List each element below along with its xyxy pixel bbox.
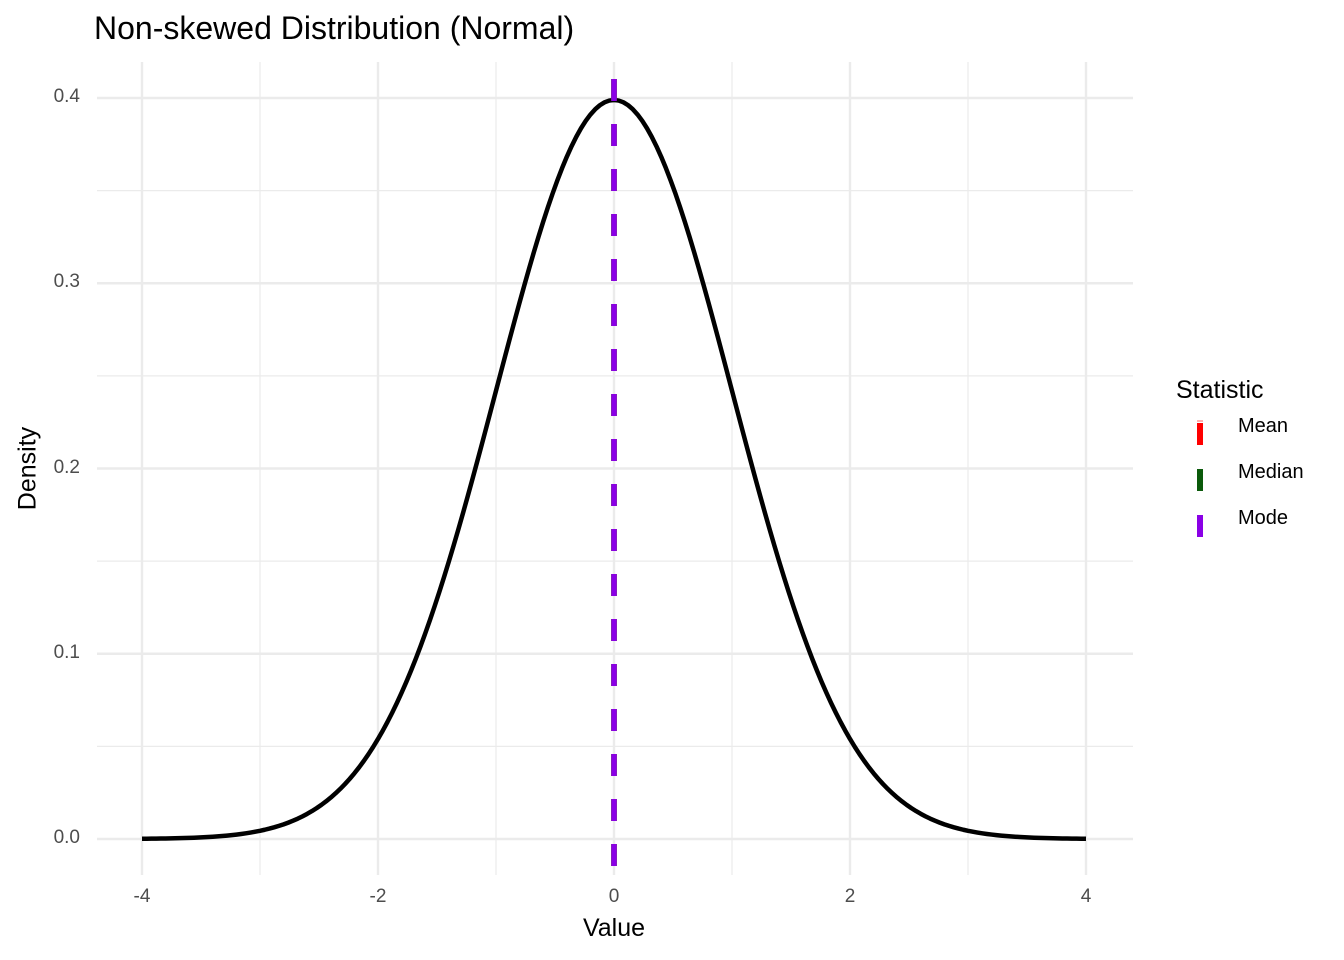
legend-ghost-key: [1197, 420, 1203, 422]
x-tick-label: -2: [369, 886, 387, 907]
legend-title: Statistic: [1176, 376, 1264, 404]
legend-key-mode: [1197, 515, 1203, 537]
x-tick-label: 0: [608, 886, 620, 907]
y-tick-label: 0.0: [53, 827, 80, 848]
y-tick-label: 0.4: [53, 86, 80, 107]
y-tick-label: 0.1: [53, 641, 80, 663]
legend-item-mean: Mean: [1176, 415, 1288, 461]
y-tick-label: 0.2: [53, 456, 80, 478]
x-axis-label: Value: [582, 914, 646, 942]
legend-item-mode: Mode: [1176, 507, 1288, 553]
legend-label-median: Median: [1238, 461, 1304, 483]
legend-label-mode: Mode: [1238, 507, 1289, 529]
legend-key-mean: [1197, 423, 1203, 445]
legend-key-median: [1197, 469, 1203, 491]
legend-item-median: Median: [1176, 461, 1304, 507]
x-tick-label: 2: [844, 886, 856, 907]
y-tick-label: 0.3: [53, 271, 80, 293]
legend-label-mean: Mean: [1238, 415, 1289, 437]
x-tick-label: 4: [1080, 886, 1092, 907]
y-axis-label: Density: [13, 426, 42, 511]
chart-title: Non-skewed Distribution (Normal): [94, 10, 575, 46]
legend: Statistic Mean Median Mode: [1176, 376, 1304, 553]
x-tick-label: -4: [133, 886, 151, 907]
